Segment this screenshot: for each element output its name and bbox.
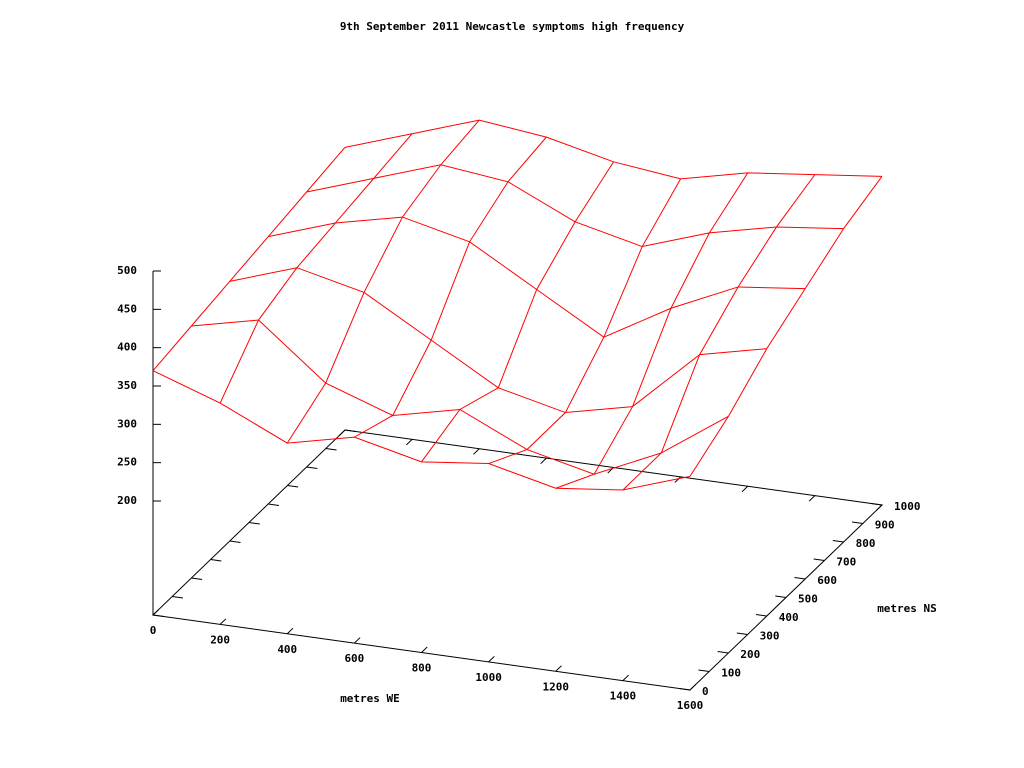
x-tick-label: 600	[344, 652, 364, 665]
x-tick	[875, 504, 883, 511]
y-tick	[325, 448, 337, 451]
mesh-column	[488, 178, 682, 465]
y-tick-label: 700	[836, 556, 856, 569]
x-tick-label: 1400	[610, 690, 637, 703]
x-tick	[622, 674, 629, 681]
y-tick-label: 0	[702, 685, 709, 698]
mesh-row	[268, 216, 806, 338]
x-tick	[338, 429, 346, 436]
x-tick-label: 0	[150, 624, 157, 637]
y-tick	[755, 614, 767, 617]
y-tick-label: 500	[798, 593, 818, 606]
z-tick-label: 500	[117, 264, 137, 277]
y-tick-label: 800	[856, 537, 876, 550]
x-tick	[689, 684, 697, 691]
y-tick	[851, 521, 863, 524]
x-tick-label: 1200	[543, 680, 570, 693]
y-tick	[794, 577, 806, 580]
mesh-row	[306, 164, 844, 248]
x-tick	[421, 646, 428, 653]
mesh-row	[191, 319, 729, 475]
x-tick-label: 1000	[475, 671, 502, 684]
x-tick	[808, 495, 816, 502]
y-tick	[832, 540, 844, 543]
y-tick-label: 100	[721, 667, 741, 680]
z-tick-label: 250	[117, 456, 137, 469]
x-tick	[674, 476, 681, 483]
y-tick	[306, 466, 318, 469]
base-frame	[151, 429, 884, 691]
y-tick-label: 200	[740, 648, 760, 661]
mesh-column	[219, 133, 413, 404]
y-tick	[871, 503, 883, 506]
y-tick	[679, 688, 691, 691]
x-tick-label: 800	[412, 662, 432, 675]
y-tick-label: 400	[779, 611, 799, 624]
x-axis-label: metres WE	[340, 692, 400, 705]
y-tick-label: 1000	[894, 500, 921, 513]
y-tick	[268, 503, 280, 506]
y-tick	[248, 522, 260, 525]
z-tick-label: 300	[117, 417, 137, 430]
y-tick	[229, 540, 241, 543]
x-tick	[473, 448, 480, 455]
x-tick	[488, 655, 495, 663]
mesh-column	[689, 176, 883, 477]
x-tick	[406, 439, 413, 446]
mesh-column	[555, 172, 749, 489]
x-tick	[540, 457, 547, 465]
mesh-column	[286, 119, 480, 444]
mesh-row	[344, 119, 883, 180]
mesh-row	[229, 267, 767, 414]
y-tick-label: 600	[817, 574, 837, 587]
y-tick	[191, 577, 203, 580]
x-tick	[555, 665, 562, 672]
y-tick	[210, 559, 222, 562]
y-tick-label: 900	[875, 519, 895, 532]
y-axis-label: metres NS	[877, 602, 937, 615]
y-tick	[172, 596, 184, 599]
y-tick	[813, 558, 825, 561]
mesh-column	[622, 174, 816, 491]
y-tick	[698, 669, 710, 672]
y-tick	[287, 485, 299, 488]
y-tick	[344, 429, 356, 432]
z-tick-label: 450	[117, 302, 137, 315]
mesh-column	[354, 136, 547, 438]
y-tick	[775, 595, 787, 598]
x-tick-label: 1600	[677, 699, 704, 712]
y-tick	[736, 632, 748, 635]
mesh-column	[152, 147, 346, 371]
x-tick-label: 200	[210, 633, 230, 646]
x-tick	[741, 485, 749, 493]
mesh-column	[421, 161, 614, 463]
chart-title: 9th September 2011 Newcastle symptoms hi…	[340, 20, 685, 33]
y-tick	[152, 614, 164, 617]
z-tick-label: 400	[117, 341, 137, 354]
x-tick	[286, 627, 294, 635]
y-tick	[717, 651, 729, 654]
x-tick	[152, 609, 160, 616]
x-tick-label: 400	[277, 643, 297, 656]
z-tick-label: 350	[117, 379, 137, 392]
z-tick-label: 200	[117, 494, 137, 507]
x-tick	[354, 637, 361, 644]
y-tick-label: 300	[760, 630, 780, 643]
x-tick	[219, 618, 227, 625]
